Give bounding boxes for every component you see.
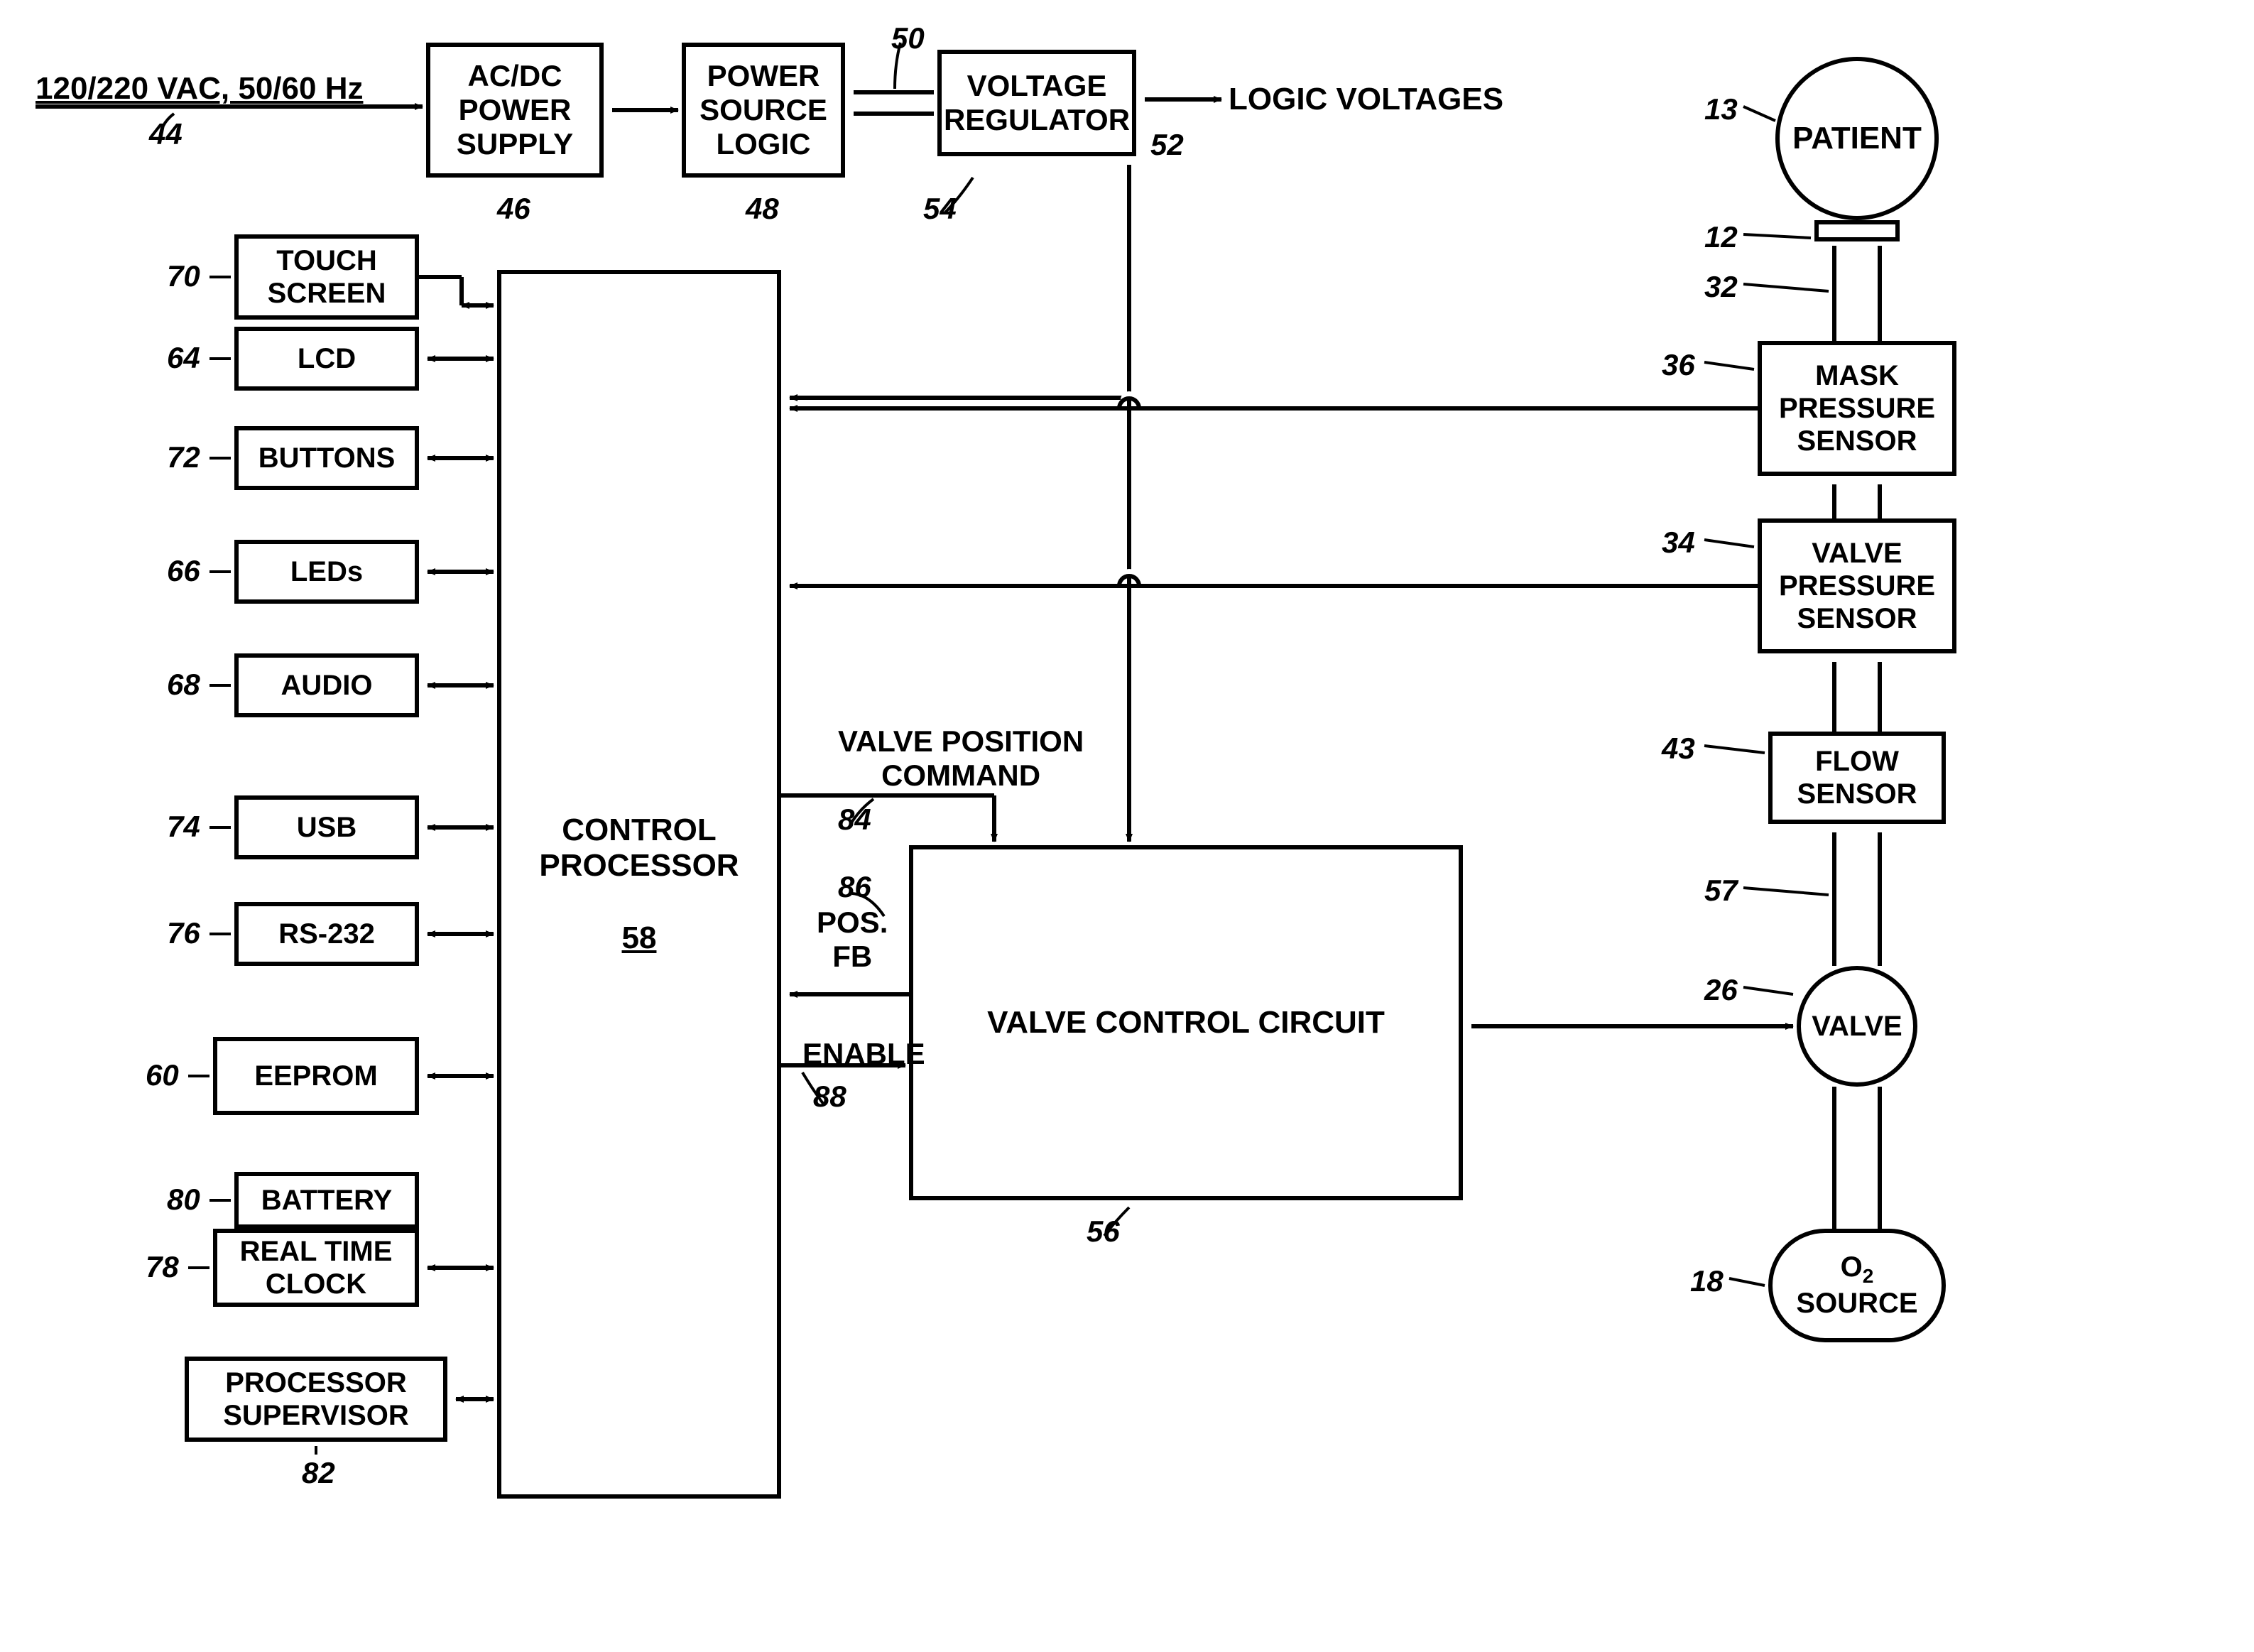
o2-source-node: O2SOURCE	[1768, 1229, 1946, 1342]
peripheral-label: EEPROM	[254, 1060, 377, 1092]
peripheral-ref: 82	[302, 1456, 335, 1490]
pipe-4	[1832, 832, 1882, 966]
peripheral-label: USB	[297, 811, 356, 844]
valve-control-circuit-box: VALVE CONTROL CIRCUIT	[909, 845, 1463, 1200]
peripheral-box: PROCESSOR SUPERVISOR	[185, 1357, 447, 1442]
psl-box: POWER SOURCE LOGIC	[682, 43, 845, 178]
ref-84: 84	[838, 803, 871, 837]
peripheral-label: PROCESSOR SUPERVISOR	[223, 1366, 409, 1432]
ref-13: 13	[1704, 92, 1738, 126]
peripheral-box: BATTERY	[234, 1172, 419, 1229]
peripheral-box: LCD	[234, 327, 419, 391]
peripheral-label: LEDs	[290, 555, 363, 588]
valve-node: VALVE	[1797, 966, 1917, 1087]
peripheral-label: TOUCH SCREEN	[268, 244, 386, 310]
ref-12: 12	[1704, 220, 1738, 254]
processor-label: CONTROL PROCESSOR	[539, 813, 739, 884]
enable-label: ENABLE	[802, 1037, 925, 1071]
ref-57: 57	[1704, 874, 1738, 908]
ref-52: 52	[1150, 128, 1184, 162]
peripheral-ref: 68	[167, 668, 200, 702]
valve-label: VALVE	[1812, 1011, 1902, 1043]
valve-ps-label: VALVE PRESSURE SENSOR	[1779, 537, 1935, 635]
flow-sensor-label: FLOW SENSOR	[1797, 745, 1917, 810]
peripheral-ref: 74	[167, 810, 200, 844]
ref-34: 34	[1662, 526, 1695, 560]
peripheral-ref: 80	[167, 1183, 200, 1217]
ref-58: 58	[622, 920, 657, 955]
pipe-1	[1832, 246, 1882, 341]
pipe-3	[1832, 662, 1882, 732]
peripheral-ref: 76	[167, 916, 200, 950]
ref-56: 56	[1087, 1214, 1120, 1249]
peripheral-box: REAL TIME CLOCK	[213, 1229, 419, 1307]
ref-48: 48	[746, 192, 779, 226]
patient-neck	[1814, 220, 1900, 241]
vreg-box: VOLTAGE REGULATOR	[937, 50, 1136, 156]
ref-18: 18	[1690, 1264, 1724, 1298]
mask-ps-label: MASK PRESSURE SENSOR	[1779, 359, 1935, 457]
peripheral-label: AUDIO	[281, 669, 373, 702]
logic-voltages-label: LOGIC VOLTAGES	[1229, 82, 1503, 117]
peripheral-label: BATTERY	[261, 1184, 392, 1217]
peripheral-box: USB	[234, 795, 419, 859]
ref-44: 44	[149, 117, 183, 151]
peripheral-ref: 64	[167, 341, 200, 375]
vreg-label: VOLTAGE REGULATOR	[944, 69, 1130, 138]
ref-36: 36	[1662, 348, 1695, 382]
peripheral-label: RS-232	[278, 918, 375, 950]
peripheral-box: AUDIO	[234, 653, 419, 717]
peripheral-box: TOUCH SCREEN	[234, 234, 419, 320]
peripheral-box: BUTTONS	[234, 426, 419, 490]
control-processor-box: CONTROL PROCESSOR 58	[497, 270, 781, 1499]
peripheral-ref: 66	[167, 554, 200, 588]
o2-source-label: O2SOURCE	[1796, 1251, 1917, 1320]
peripheral-box: RS-232	[234, 902, 419, 966]
acdc-label: AC/DC POWER SUPPLY	[457, 59, 573, 162]
flow-sensor-box: FLOW SENSOR	[1768, 732, 1946, 824]
peripheral-label: LCD	[298, 342, 356, 375]
peripheral-ref: 70	[167, 259, 200, 293]
peripheral-ref: 78	[146, 1250, 179, 1284]
ref-88: 88	[813, 1080, 846, 1114]
ref-43: 43	[1662, 732, 1695, 766]
peripheral-box: LEDs	[234, 540, 419, 604]
peripheral-label: BUTTONS	[258, 442, 396, 474]
ref-86: 86	[838, 870, 871, 904]
input-voltage-label: 120/220 VAC, 50/60 Hz	[36, 71, 363, 107]
vpc-label: VALVE POSITION COMMAND	[838, 724, 1084, 793]
peripheral-ref: 72	[167, 440, 200, 474]
peripheral-box: EEPROM	[213, 1037, 419, 1115]
ref-54: 54	[923, 192, 957, 226]
peripheral-label: REAL TIME CLOCK	[240, 1235, 393, 1300]
pipe-2	[1832, 484, 1882, 518]
patient-label: PATIENT	[1792, 121, 1922, 156]
ref-46: 46	[497, 192, 530, 226]
ref-32: 32	[1704, 270, 1738, 304]
ref-26: 26	[1704, 973, 1738, 1007]
valve-ps-box: VALVE PRESSURE SENSOR	[1758, 518, 1956, 653]
pipe-5	[1832, 1087, 1882, 1229]
acdc-box: AC/DC POWER SUPPLY	[426, 43, 604, 178]
patient-node: PATIENT	[1775, 57, 1939, 220]
mask-ps-box: MASK PRESSURE SENSOR	[1758, 341, 1956, 476]
peripheral-ref: 60	[146, 1058, 179, 1092]
block-diagram: 120/220 VAC, 50/60 Hz 44 AC/DC POWER SUP…	[0, 0, 2254, 1652]
valve-control-circuit-label: VALVE CONTROL CIRCUIT	[987, 1005, 1385, 1041]
posfb-label: POS. FB	[817, 906, 888, 974]
ref-50: 50	[891, 21, 925, 55]
psl-label: POWER SOURCE LOGIC	[699, 59, 827, 162]
